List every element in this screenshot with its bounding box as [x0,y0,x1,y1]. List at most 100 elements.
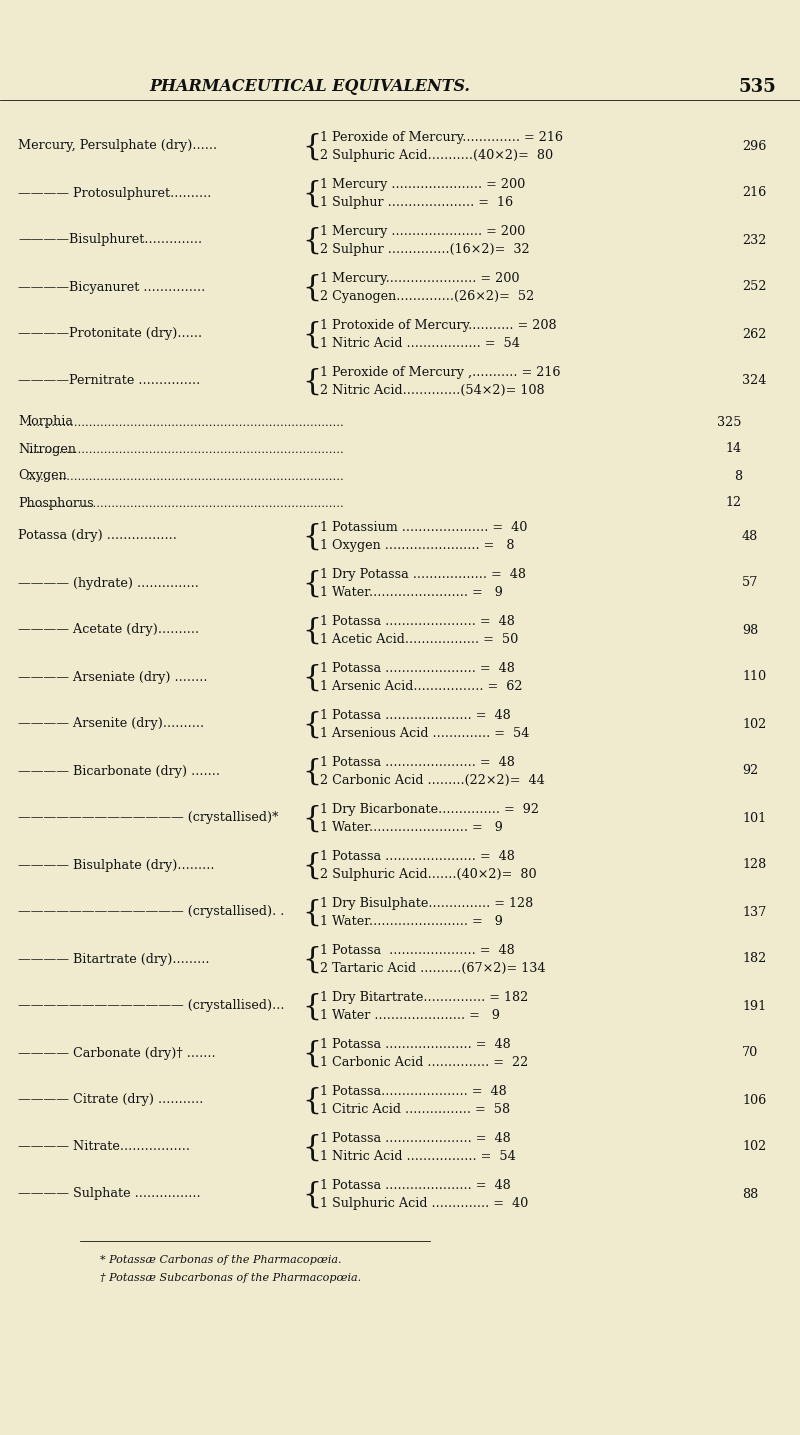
Text: ................................................................................: ........................................… [26,445,345,455]
Text: {: { [302,710,321,739]
Text: 98: 98 [742,623,758,637]
Text: {: { [302,758,321,786]
Text: Mercury, Persulphate (dry)......: Mercury, Persulphate (dry)...... [18,139,217,152]
Text: 1 Arsenious Acid .............. =  54: 1 Arsenious Acid .............. = 54 [320,728,530,740]
Text: 191: 191 [742,1000,766,1013]
Text: {: { [302,898,321,927]
Text: 8: 8 [734,469,742,482]
Text: 1 Water........................ =   9: 1 Water........................ = 9 [320,916,503,928]
Text: 70: 70 [742,1046,758,1059]
Text: 1 Water........................ =   9: 1 Water........................ = 9 [320,585,503,598]
Text: * Potassæ Carbonas of the Pharmacopœia.: * Potassæ Carbonas of the Pharmacopœia. [100,1256,342,1266]
Text: 2 Sulphur ...............(16×2)=  32: 2 Sulphur ...............(16×2)= 32 [320,243,530,255]
Text: {: { [302,179,321,208]
Text: 1 Dry Bicarbonate............... =  92: 1 Dry Bicarbonate............... = 92 [320,804,539,817]
Text: Phosphorus: Phosphorus [18,497,94,509]
Text: ———— Sulphate ................: ———— Sulphate ................ [18,1188,201,1201]
Text: ————Protonitate (dry)......: ————Protonitate (dry)...... [18,327,202,340]
Text: ................................................................................: ........................................… [26,472,345,482]
Text: 1 Oxygen ....................... =   8: 1 Oxygen ....................... = 8 [320,540,514,552]
Text: 1 Mercury ...................... = 200: 1 Mercury ...................... = 200 [320,178,526,191]
Text: {: { [302,805,321,832]
Text: 48: 48 [742,530,758,542]
Text: ———— Protosulphuret..........: ———— Protosulphuret.......... [18,187,211,199]
Text: ————————————— (crystallised). .: ————————————— (crystallised). . [18,905,284,918]
Text: 1 Peroxide of Mercury ,........... = 216: 1 Peroxide of Mercury ,........... = 216 [320,366,561,379]
Text: 1 Potassa ..................... =  48: 1 Potassa ..................... = 48 [320,1038,510,1050]
Text: 106: 106 [742,1093,766,1106]
Text: 1 Water ...................... =   9: 1 Water ...................... = 9 [320,1009,500,1022]
Text: 101: 101 [742,812,766,825]
Text: 110: 110 [742,670,766,683]
Text: 1 Sulphur ..................... =  16: 1 Sulphur ..................... = 16 [320,197,513,210]
Text: 137: 137 [742,905,766,918]
Text: ———— (hydrate) ...............: ———— (hydrate) ............... [18,577,199,590]
Text: 128: 128 [742,858,766,871]
Text: ————Pernitrate ...............: ————Pernitrate ............... [18,375,200,387]
Text: {: { [302,1086,321,1115]
Text: 262: 262 [742,327,766,340]
Text: 1 Dry Bitartrate............... = 182: 1 Dry Bitartrate............... = 182 [320,992,528,1004]
Text: 2 Cyanogen..............(26×2)=  52: 2 Cyanogen..............(26×2)= 52 [320,290,534,303]
Text: 12: 12 [726,497,742,509]
Text: 2 Carbonic Acid .........(22×2)=  44: 2 Carbonic Acid .........(22×2)= 44 [320,773,545,786]
Text: {: { [302,1040,321,1068]
Text: 296: 296 [742,139,766,152]
Text: 535: 535 [738,77,776,96]
Text: 2 Tartaric Acid ..........(67×2)= 134: 2 Tartaric Acid ..........(67×2)= 134 [320,961,546,974]
Text: 1 Mercury ...................... = 200: 1 Mercury ...................... = 200 [320,225,526,238]
Text: {: { [302,664,321,692]
Text: ———— Acetate (dry)..........: ———— Acetate (dry).......... [18,623,199,637]
Text: {: { [302,993,321,1020]
Text: 1 Dry Bisulphate............... = 128: 1 Dry Bisulphate............... = 128 [320,897,534,910]
Text: {: { [302,1181,321,1210]
Text: 1 Potassa ...................... =  48: 1 Potassa ...................... = 48 [320,662,515,674]
Text: 102: 102 [742,1141,766,1154]
Text: 182: 182 [742,953,766,966]
Text: ———— Arseniate (dry) ........: ———— Arseniate (dry) ........ [18,670,207,683]
Text: 1 Potassium ..................... =  40: 1 Potassium ..................... = 40 [320,521,527,534]
Text: {: { [302,852,321,880]
Text: ................................................................................: ........................................… [26,418,345,428]
Text: ————Bicyanuret ...............: ————Bicyanuret ............... [18,280,206,294]
Text: 1 Potassa  ..................... =  48: 1 Potassa ..................... = 48 [320,944,514,957]
Text: ————————————— (crystallised)*: ————————————— (crystallised)* [18,812,278,825]
Text: 1 Arsenic Acid................. =  62: 1 Arsenic Acid................. = 62 [320,680,522,693]
Text: 14: 14 [726,442,742,455]
Text: 1 Mercury...................... = 200: 1 Mercury...................... = 200 [320,273,519,286]
Text: 88: 88 [742,1188,758,1201]
Text: Potassa (dry) .................: Potassa (dry) ................. [18,530,177,542]
Text: ———— Bicarbonate (dry) .......: ———— Bicarbonate (dry) ....... [18,765,220,778]
Text: 1 Nitric Acid ................. =  54: 1 Nitric Acid ................. = 54 [320,1149,516,1162]
Text: 252: 252 [742,280,766,294]
Text: 325: 325 [718,416,742,429]
Text: 1 Potassa ...................... =  48: 1 Potassa ...................... = 48 [320,850,515,862]
Text: 1 Sulphuric Acid .............. =  40: 1 Sulphuric Acid .............. = 40 [320,1197,528,1210]
Text: ————Bisulphuret..............: ————Bisulphuret.............. [18,234,202,247]
Text: 1 Potassa ..................... =  48: 1 Potassa ..................... = 48 [320,1132,510,1145]
Text: 1 Carbonic Acid ............... =  22: 1 Carbonic Acid ............... = 22 [320,1056,528,1069]
Text: ................................................................................: ........................................… [26,499,345,509]
Text: 1 Potassa ...................... =  48: 1 Potassa ...................... = 48 [320,756,515,769]
Text: {: { [302,367,321,396]
Text: 2 Sulphuric Acid.......(40×2)=  80: 2 Sulphuric Acid.......(40×2)= 80 [320,868,537,881]
Text: 1 Acetic Acid.................. =  50: 1 Acetic Acid.................. = 50 [320,633,518,646]
Text: Nitrogen: Nitrogen [18,442,76,455]
Text: {: { [302,274,321,301]
Text: 1 Citric Acid ................ =  58: 1 Citric Acid ................ = 58 [320,1104,510,1116]
Text: 1 Potassa ...................... =  48: 1 Potassa ...................... = 48 [320,616,515,629]
Text: 57: 57 [742,577,758,590]
Text: {: { [302,227,321,255]
Text: 1 Nitric Acid .................. =  54: 1 Nitric Acid .................. = 54 [320,337,520,350]
Text: 1 Potassa..................... =  48: 1 Potassa..................... = 48 [320,1085,506,1098]
Text: ———— Bisulphate (dry).........: ———— Bisulphate (dry)......... [18,858,214,871]
Text: {: { [302,570,321,598]
Text: {: { [302,946,321,974]
Text: PHARMACEUTICAL EQUIVALENTS.: PHARMACEUTICAL EQUIVALENTS. [150,77,470,95]
Text: {: { [302,617,321,644]
Text: 1 Potassa ..................... =  48: 1 Potassa ..................... = 48 [320,709,510,722]
Text: {: { [302,321,321,349]
Text: † Potassæ Subcarbonas of the Pharmacopœia.: † Potassæ Subcarbonas of the Pharmacopœi… [100,1273,361,1283]
Text: 1 Potassa ..................... =  48: 1 Potassa ..................... = 48 [320,1180,510,1192]
Text: ———— Bitartrate (dry).........: ———— Bitartrate (dry)......... [18,953,210,966]
